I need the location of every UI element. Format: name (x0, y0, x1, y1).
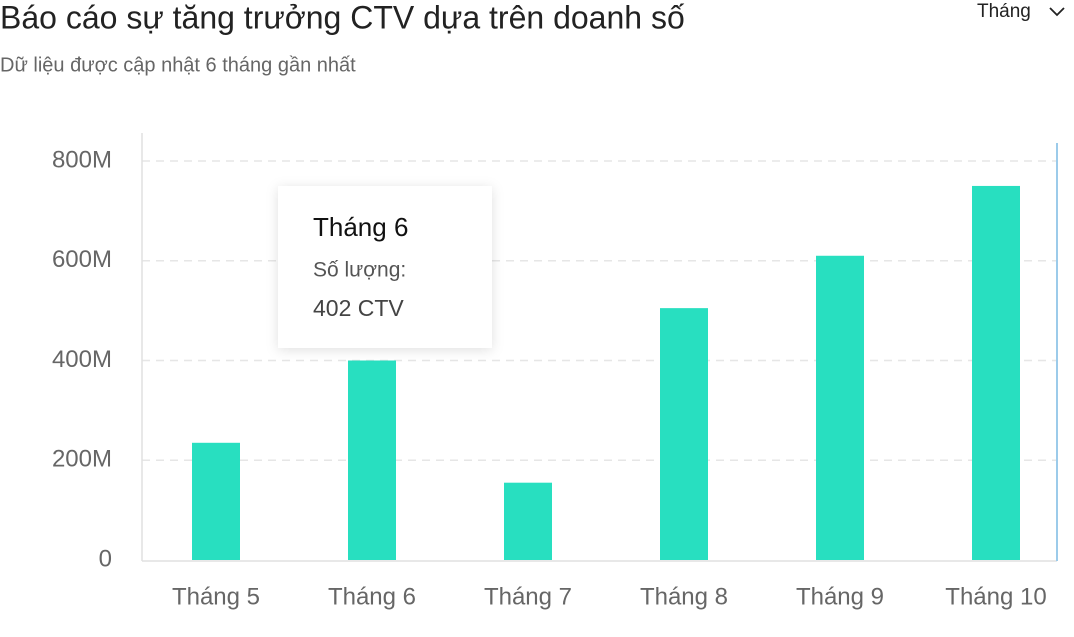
bar (660, 308, 708, 560)
bar (504, 482, 552, 560)
x-tick-label: Tháng 9 (796, 583, 884, 610)
y-tick-label: 800M (52, 146, 112, 173)
tooltip-label: Số lượng: (313, 259, 406, 282)
bar (348, 360, 396, 560)
tooltip-value: 402 CTV (313, 295, 404, 321)
chart-title: Báo cáo sự tăng trưởng CTV dựa trên doan… (0, 0, 685, 35)
x-tick-label: Tháng 8 (640, 583, 728, 610)
y-tick-label: 200M (52, 446, 112, 473)
chart-subtitle: Dữ liệu được cập nhật 6 tháng gần nhất (0, 54, 356, 76)
y-tick-label: 400M (52, 346, 112, 373)
bar (972, 185, 1020, 560)
tooltip-box (278, 186, 492, 348)
chevron[interactable] (1049, 7, 1065, 17)
tooltip-title: Tháng 6 (313, 212, 408, 242)
dropdown[interactable]: Tháng (977, 1, 1065, 22)
tooltip: Tháng 6 Số lượng: 402 CTV (278, 186, 492, 348)
x-tick-label: Tháng 10 (945, 583, 1046, 610)
y-tick-label: 600M (52, 246, 112, 273)
bar (816, 255, 864, 560)
x-tick-label: Tháng 6 (328, 583, 416, 610)
y-tick-label: 0 (99, 545, 112, 572)
x-tick-label: Tháng 5 (172, 583, 260, 610)
dropdown-label[interactable]: Tháng (977, 1, 1031, 22)
x-tick-label: Tháng 7 (484, 583, 572, 610)
bar (192, 442, 240, 560)
